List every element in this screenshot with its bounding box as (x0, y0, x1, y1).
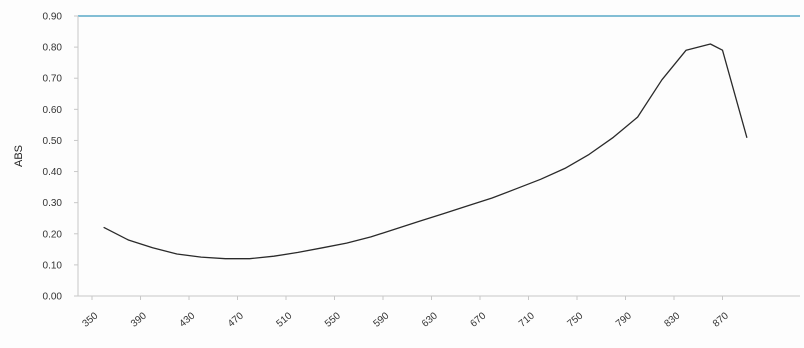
y-tick-label: 0.70 (43, 74, 63, 85)
x-tick-label: 470 (226, 310, 246, 329)
y-tick-label: 0.40 (43, 167, 63, 178)
x-axis-ticks: 350 390 430 470 510 550 590 630 670 710 750 790 830 8… (80, 296, 731, 330)
x-tick-label: 710 (517, 310, 537, 329)
x-tick-label: 510 (274, 310, 294, 329)
x-tick-label: 590 (371, 310, 391, 329)
series-layer (103, 43, 748, 260)
y-axis-title: ABS (13, 145, 25, 167)
y-tick-label: 0.10 (43, 260, 63, 271)
x-tick-label: 830 (662, 310, 682, 329)
x-tick-label: 430 (177, 310, 197, 329)
y-tick-label: 0.30 (43, 198, 63, 209)
y-axis-ticks: 0.00 0.10 0.20 0.30 0.40 0.50 0.60 0.70 0.80 0.90 (43, 12, 78, 303)
x-tick-label: 550 (323, 310, 343, 329)
y-tick-label: 0.90 (43, 12, 63, 23)
x-tick-label: 790 (614, 310, 634, 329)
y-tick-label: 0.80 (43, 43, 63, 54)
y-tick-label: 0.50 (43, 136, 63, 147)
y-tick-label: 0.00 (43, 292, 63, 303)
x-tick-label: 350 (80, 310, 100, 329)
x-tick-label: 670 (468, 310, 488, 329)
x-tick-label: 630 (420, 310, 440, 329)
y-tick-label: 0.20 (43, 229, 63, 240)
x-tick-label: 870 (711, 310, 731, 329)
series-line (103, 43, 748, 260)
x-tick-label: 390 (129, 310, 149, 329)
plot-frame (77, 15, 800, 297)
x-tick-label: 750 (565, 310, 585, 329)
y-tick-label: 0.60 (43, 105, 63, 116)
